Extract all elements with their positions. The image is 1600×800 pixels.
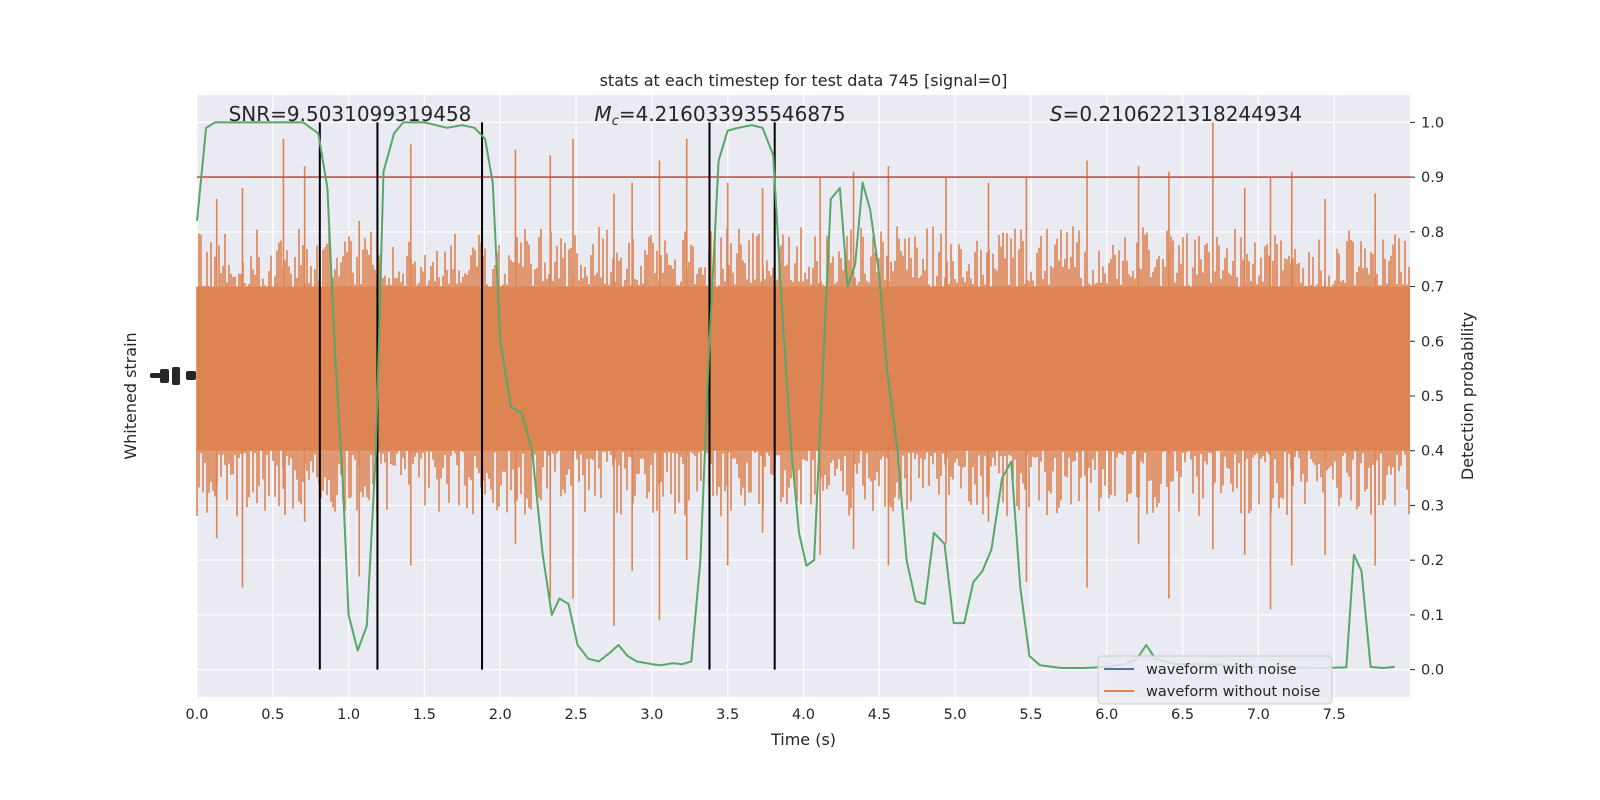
y-tick-label: 0.3 bbox=[1421, 498, 1444, 514]
y-tick-label: 0.9 bbox=[1421, 170, 1444, 186]
detection-probability-series bbox=[196, 121, 1395, 669]
x-tick-label: 6.5 bbox=[1171, 707, 1194, 723]
left-axis-tick-mark bbox=[160, 369, 169, 383]
x-tick-label: 1.5 bbox=[413, 707, 436, 723]
y-tick-label: 0.4 bbox=[1421, 444, 1444, 460]
x-axis-ticks: 0.0 0.5 1.0 1.5 2.0 2.5 3.0 3.5 4.0 4.5 5.0 5.5 6.0 6… bbox=[185, 707, 1345, 723]
mc-symbol: M bbox=[594, 102, 611, 126]
mc-subscript: c bbox=[612, 114, 619, 129]
mc-value: =4.216033935546875 bbox=[619, 102, 846, 126]
y-tick-label: 0.8 bbox=[1421, 225, 1444, 241]
y-tick-label: 0.2 bbox=[1421, 553, 1444, 569]
left-axis-tick-mark bbox=[186, 371, 196, 380]
y-axis-left-label: Whitened strain bbox=[121, 332, 140, 459]
snr-annotation: SNR=9.5031099319458 bbox=[229, 102, 472, 126]
legend-box bbox=[1097, 655, 1333, 705]
s-annotation: S=0.2106221318244934 bbox=[1050, 102, 1302, 126]
chirp-mass-annotation: Mc=4.216033935546875 bbox=[594, 102, 845, 129]
y-tick-label: 1.0 bbox=[1421, 115, 1444, 131]
x-tick-label: 3.0 bbox=[640, 707, 663, 723]
x-tick-label: 4.5 bbox=[868, 707, 891, 723]
x-tick-label: 7.5 bbox=[1323, 707, 1346, 723]
x-tick-label: 7.0 bbox=[1247, 707, 1270, 723]
x-axis-label: Time (s) bbox=[770, 730, 836, 749]
y-tick-label: 0.0 bbox=[1421, 663, 1444, 679]
x-tick-label: 2.0 bbox=[489, 707, 512, 723]
x-tick-label: 2.5 bbox=[565, 707, 588, 723]
y-tick-label: 0.6 bbox=[1421, 334, 1444, 350]
legend-entry-noise: waveform with noise bbox=[1146, 662, 1297, 678]
x-tick-label: 4.0 bbox=[792, 707, 815, 723]
left-axis-tick-cluster bbox=[150, 367, 196, 385]
x-tick-label: 1.0 bbox=[337, 707, 360, 723]
x-tick-label: 0.5 bbox=[261, 707, 284, 723]
x-tick-label: 0.0 bbox=[185, 707, 208, 723]
detection-probability-line bbox=[196, 121, 1395, 669]
y-tick-label: 0.5 bbox=[1421, 389, 1444, 405]
left-axis-tick-mark bbox=[172, 367, 180, 385]
s-symbol: S bbox=[1050, 102, 1063, 126]
y-axis-right-ticks: 0.0 0.1 0.2 0.3 0.4 0.5 0.6 0.7 0.8 0.9 1.0 bbox=[1410, 115, 1444, 679]
x-tick-label: 5.5 bbox=[1019, 707, 1042, 723]
x-tick-label: 5.0 bbox=[944, 707, 967, 723]
x-tick-label: 6.0 bbox=[1095, 707, 1118, 723]
x-tick-label: 3.5 bbox=[716, 707, 739, 723]
chart-title: stats at each timestep for test data 745… bbox=[600, 71, 1008, 90]
legend: waveform with noise waveform without noi… bbox=[1097, 655, 1333, 705]
y-axis-right-label: Detection probability bbox=[1458, 312, 1477, 480]
waveform-without-noise-series bbox=[196, 226, 1410, 517]
y-tick-label: 0.7 bbox=[1421, 280, 1444, 296]
waveform-spikes bbox=[215, 122, 1376, 626]
y-tick-label: 0.1 bbox=[1421, 608, 1444, 624]
legend-entry-clean: waveform without noise bbox=[1146, 684, 1320, 700]
s-value: =0.2106221318244934 bbox=[1063, 102, 1302, 126]
trigger-vertical-lines bbox=[318, 122, 776, 670]
